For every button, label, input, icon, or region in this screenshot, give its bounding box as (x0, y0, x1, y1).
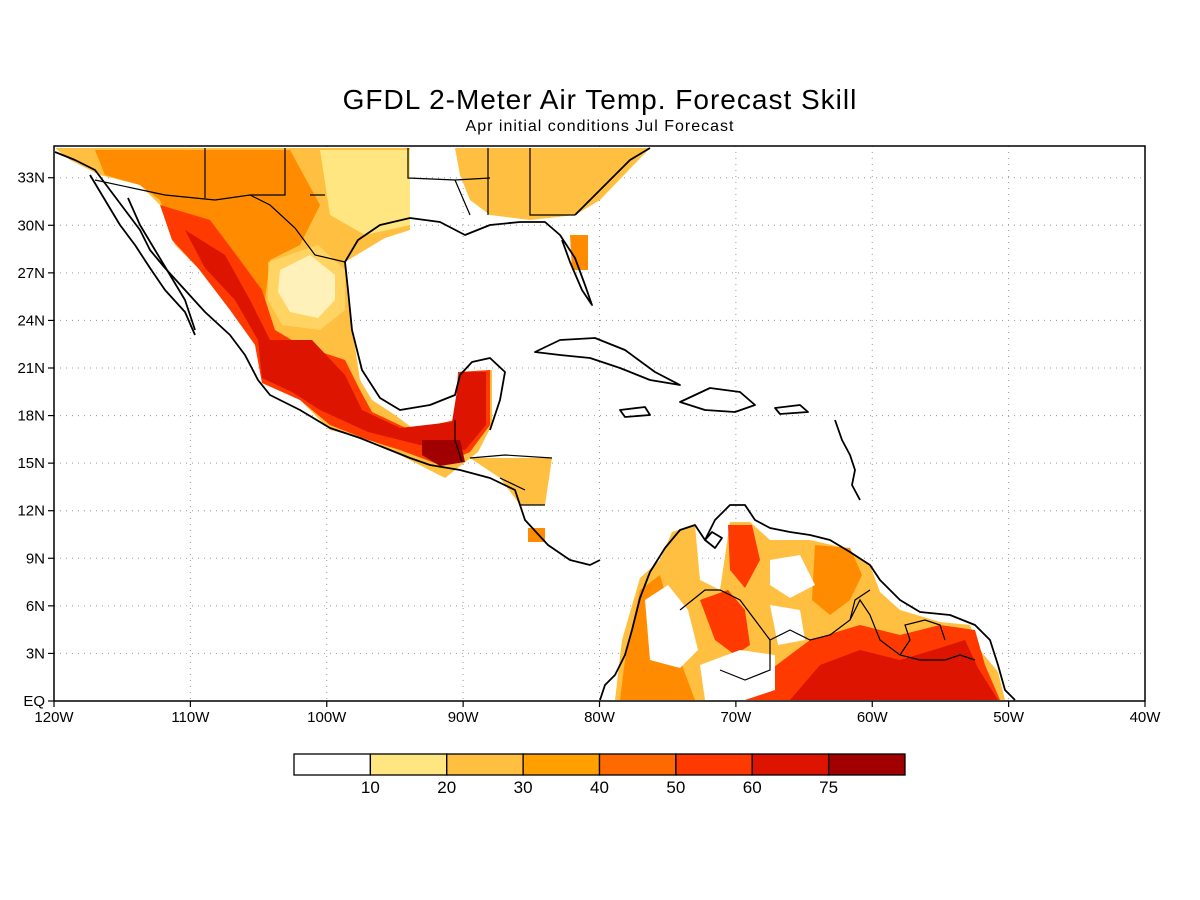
colorbar-swatch (675, 753, 753, 776)
skill-region-costa-rica (528, 528, 545, 542)
map-title: GFDL 2-Meter Air Temp. Forecast Skill (342, 84, 858, 115)
lon-tick-label: 90W (448, 709, 480, 726)
skill-region-texas-yellow (320, 150, 410, 235)
coastline-hispaniola (679, 387, 756, 413)
lat-tick-label: 9N (26, 550, 45, 567)
lat-tick-label: 15N (17, 455, 45, 472)
lon-tick-label: 100W (307, 709, 347, 726)
lat-tick-label: 30N (17, 217, 45, 234)
coastlines (54, 147, 1016, 701)
skill-region-mexico-darkred (185, 230, 486, 450)
skill-shading (55, 148, 1005, 700)
longitude-labels: 120W 110W 100W 90W 80W 70W 60W 50W 40W (34, 709, 1161, 726)
skill-region-mexico-red (160, 205, 490, 465)
skill-region-amazon-darkred (790, 640, 998, 700)
colorbar-level-label: 10 (361, 778, 380, 797)
lat-tick-label: 3N (26, 645, 45, 662)
skill-region-orinoco-red (700, 590, 750, 655)
skill-region-colombia-white (645, 585, 698, 668)
skill-region-venezuela-red (728, 525, 760, 588)
colorbar-swatch (751, 753, 830, 776)
border-us-mexico (94, 179, 346, 263)
political-borders (94, 148, 976, 681)
colorbar (293, 753, 906, 776)
border-us-states (204, 148, 575, 216)
coastline-south-america (599, 504, 1016, 701)
skill-region-central-america (470, 458, 552, 505)
lat-tick-label: 21N (17, 360, 45, 377)
colorbar-swatch (522, 753, 601, 776)
skill-region-guatemala-max (422, 440, 465, 466)
axis-ticks (48, 177, 1146, 707)
coastline-gulf-of-mexico (344, 217, 593, 431)
lon-tick-label: 40W (1130, 709, 1162, 726)
colorbar-swatch (369, 753, 448, 776)
coastline-jamaica (619, 406, 651, 418)
skill-region-florida (570, 235, 588, 270)
coastline-puerto-rico (774, 404, 809, 415)
lat-tick-label: 27N (17, 265, 45, 282)
lon-tick-label: 120W (34, 709, 74, 726)
colorbar-swatch (598, 753, 677, 776)
colorbar-swatch (446, 753, 524, 776)
map-subtitle: Apr initial conditions Jul Forecast (465, 118, 735, 135)
lon-tick-label: 50W (993, 709, 1025, 726)
lat-tick-label: EQ (23, 693, 45, 710)
skill-region-guyana-orange (812, 545, 862, 615)
coastline-atlantic-us (574, 147, 651, 216)
lat-tick-label: 12N (17, 503, 45, 520)
colorbar-level-label: 50 (666, 778, 685, 797)
colorbar-swatch (293, 753, 372, 776)
lat-tick-label: 6N (26, 598, 45, 615)
colorbar-level-label: 60 (743, 778, 762, 797)
lon-tick-label: 80W (584, 709, 616, 726)
coastline-baja (89, 174, 196, 336)
lon-tick-label: 70W (720, 709, 752, 726)
lon-tick-label: 110W (171, 709, 210, 726)
colorbar-level-label: 40 (590, 778, 609, 797)
skill-region-venezuela-white (770, 555, 815, 598)
colorbar-level-label: 20 (437, 778, 456, 797)
coastline-cuba (534, 337, 681, 386)
skill-region-southeast-us (455, 148, 650, 220)
lat-tick-label: 18N (17, 408, 45, 425)
colorbar-swatch (827, 753, 906, 776)
coastline-lake-maracaibo (704, 531, 723, 549)
lon-tick-label: 60W (857, 709, 889, 726)
skill-region-amazon-white (700, 650, 775, 700)
colorbar-level-label: 30 (514, 778, 533, 797)
latitude-labels: EQ 3N 6N 9N 12N 15N 18N 21N 24N 27N 30N 33N (17, 170, 45, 710)
lat-tick-label: 24N (17, 312, 45, 329)
colorbar-level-label: 75 (819, 778, 838, 797)
lat-tick-label: 33N (17, 170, 45, 187)
skill-region-highland-yellow (268, 245, 345, 330)
coastline-lesser-antilles (834, 419, 861, 501)
colorbar-labels: 10 20 30 40 50 60 75 (361, 778, 838, 797)
border-south-america (679, 589, 976, 681)
border-central-america (454, 420, 553, 506)
